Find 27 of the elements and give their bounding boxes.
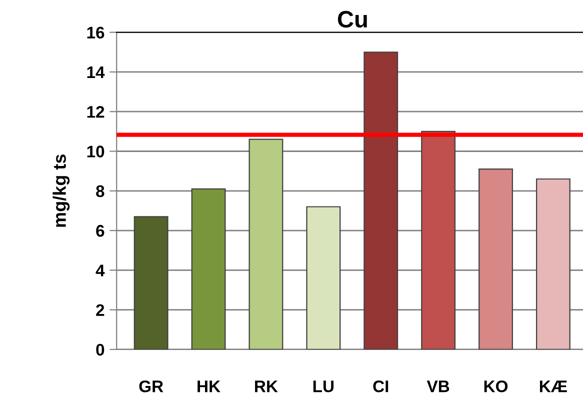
x-tick-label: GR [139, 380, 164, 392]
bar [306, 206, 341, 350]
y-tick-label: 16 [87, 26, 104, 39]
bar [364, 52, 398, 350]
y-tick-label: 6 [96, 224, 104, 237]
bar [421, 130, 456, 350]
chart-title: Cu [338, 10, 367, 28]
x-tick-label: KO [484, 380, 508, 392]
y-tick-label: 8 [96, 185, 104, 198]
y-tick-label: 0 [96, 344, 104, 356]
bar [191, 188, 226, 350]
x-tick-label: RK [255, 380, 278, 392]
bar [134, 216, 168, 350]
y-axis-title: mg/kg ts [52, 154, 70, 227]
x-tick-label: KÆ [540, 380, 567, 392]
y-tick-label: 2 [96, 304, 104, 316]
x-tick-label: LU [313, 380, 334, 392]
y-tick-label: 12 [87, 106, 104, 118]
bar [248, 138, 284, 350]
y-tick-label: 14 [87, 66, 105, 78]
y-tick-label: 10 [87, 146, 104, 158]
x-tick-label: HK [198, 380, 220, 392]
bar [536, 178, 570, 350]
x-tick-label: CI [373, 380, 388, 392]
x-tick-label: VB [426, 380, 450, 392]
y-tick-label: 4 [96, 264, 105, 276]
bar [478, 168, 513, 350]
